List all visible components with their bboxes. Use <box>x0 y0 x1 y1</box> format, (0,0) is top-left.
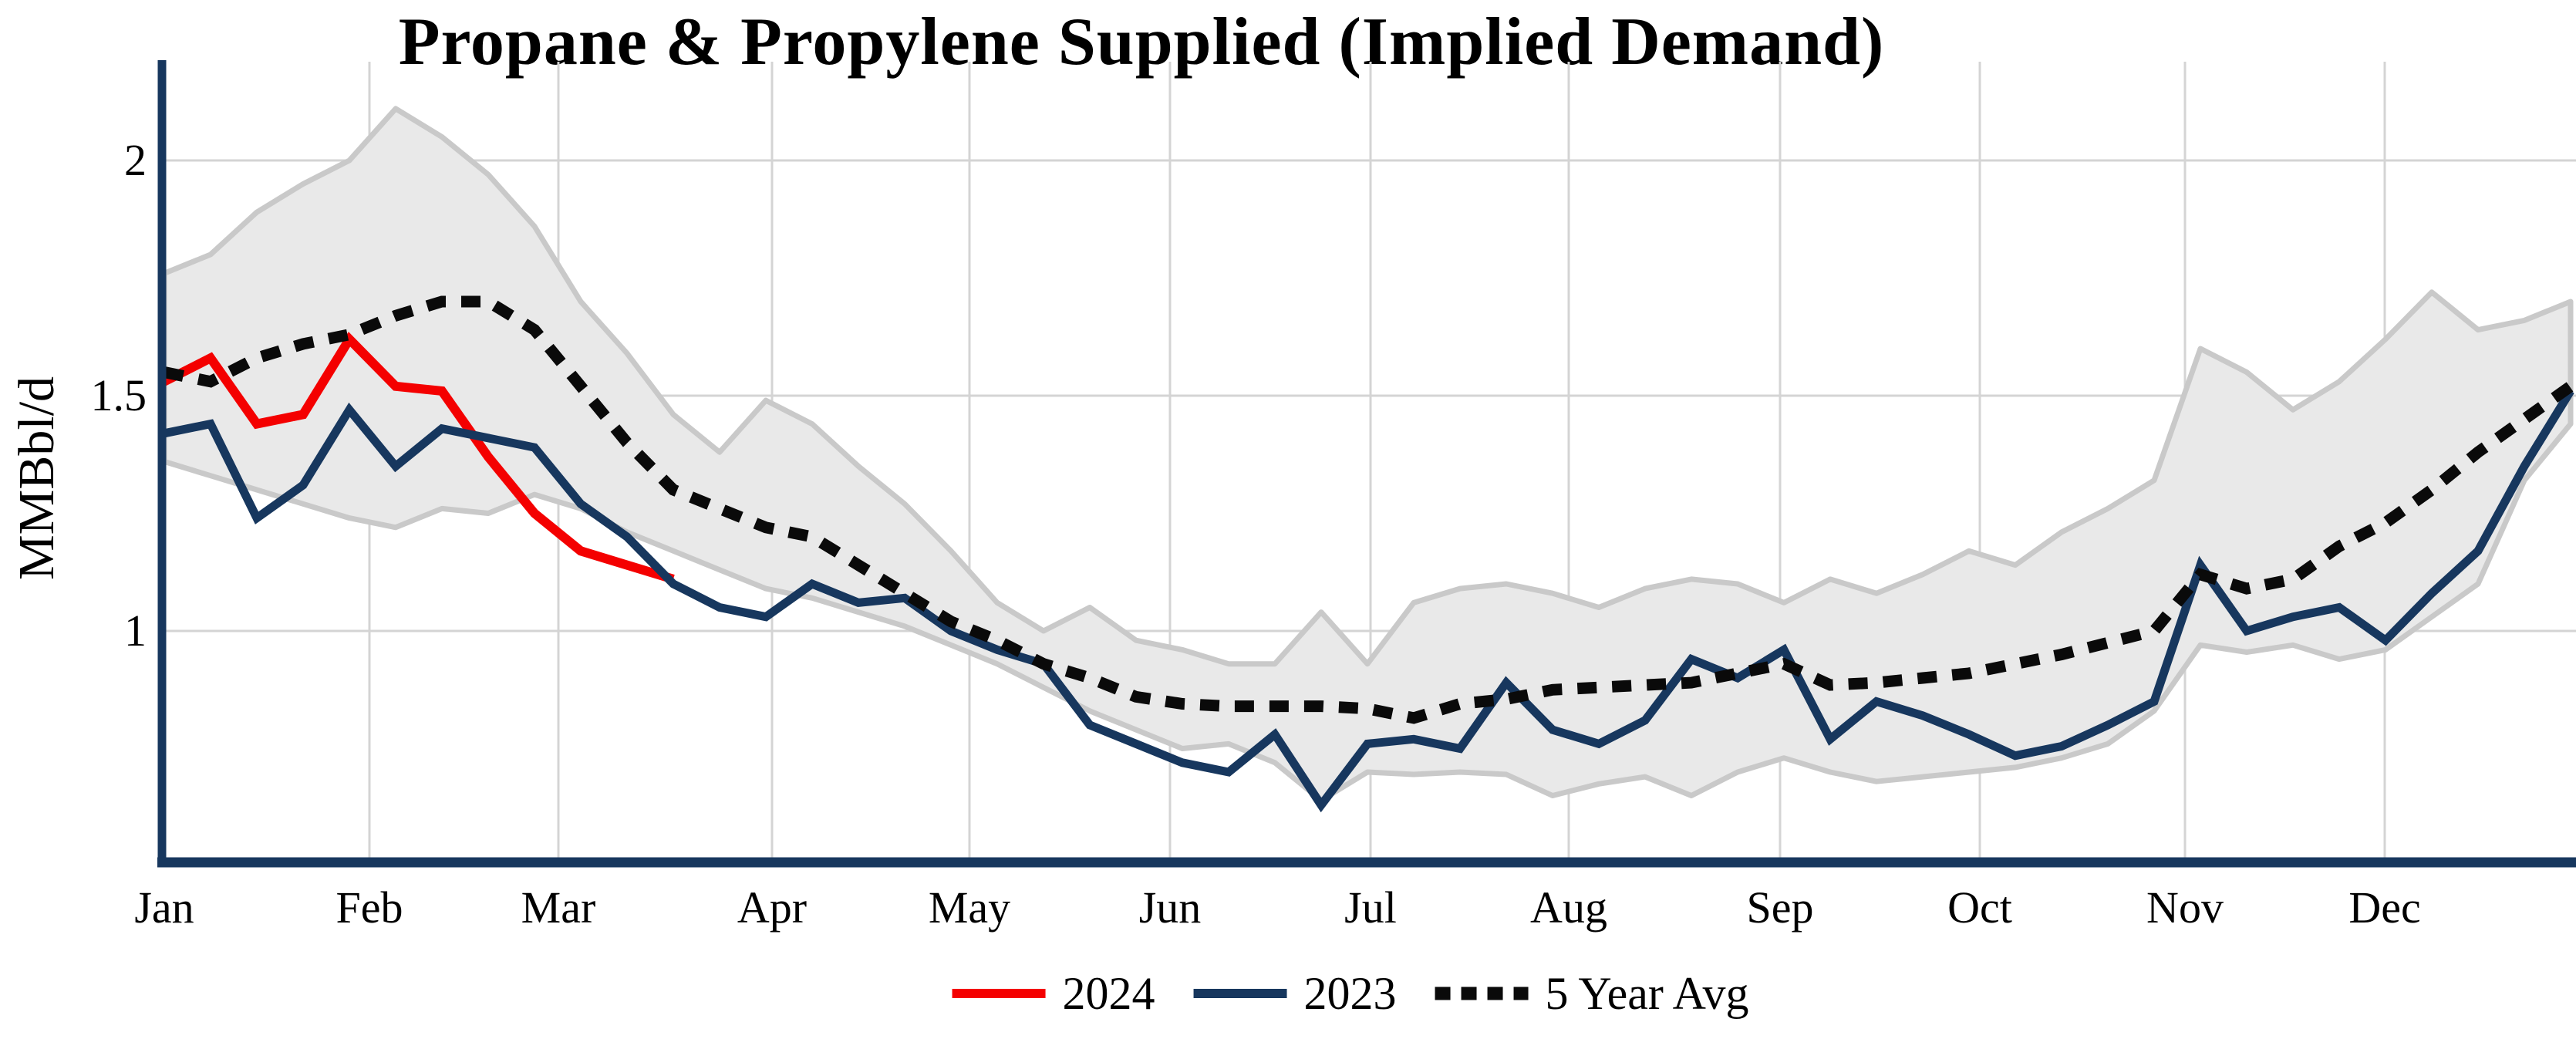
x-tick-label-feb: Feb <box>335 882 403 933</box>
legend-swatch-icon <box>1193 989 1287 998</box>
legend-label: 2024 <box>1062 968 1155 1019</box>
x-tick-label-jun: Jun <box>1138 882 1202 933</box>
legend-label: 2023 <box>1303 968 1397 1019</box>
legend-swatch-icon <box>952 989 1046 998</box>
y-tick-label-1: 1 <box>124 605 147 656</box>
x-tick-label-mar: Mar <box>521 882 596 933</box>
x-tick-label-jul: Jul <box>1344 882 1397 933</box>
x-tick-label-may: May <box>928 882 1011 933</box>
legend-swatch-icon <box>1435 987 1529 1000</box>
chart-title: Propane & Propylene Supplied (Implied De… <box>398 5 1885 79</box>
five-year-range-band <box>161 106 2574 804</box>
legend-item-2024: 2024 <box>951 970 1155 1017</box>
legend-item-2023: 2023 <box>1192 970 1397 1017</box>
x-tick-label-jan: Jan <box>134 882 194 933</box>
x-tick-label-sep: Sep <box>1746 882 1814 933</box>
series-line-2024 <box>162 332 675 584</box>
x-tick-label-apr: Apr <box>737 882 808 933</box>
x-tick-label-dec: Dec <box>2348 882 2421 933</box>
legend-item-5-year-avg: 5 Year Avg <box>1434 968 1749 1019</box>
legend-label: 5 Year Avg <box>1545 968 1749 1019</box>
legend: 2024 2023 5 Year Avg <box>951 968 1749 1019</box>
x-tick-label-oct: Oct <box>1947 882 2012 933</box>
x-tick-label-aug: Aug <box>1530 882 1607 933</box>
y-tick-label-1.5: 1.5 <box>90 370 147 420</box>
series-line-2023 <box>163 389 2574 813</box>
y-tick-label-2: 2 <box>124 135 147 185</box>
x-tick-label-nov: Nov <box>2146 882 2224 933</box>
